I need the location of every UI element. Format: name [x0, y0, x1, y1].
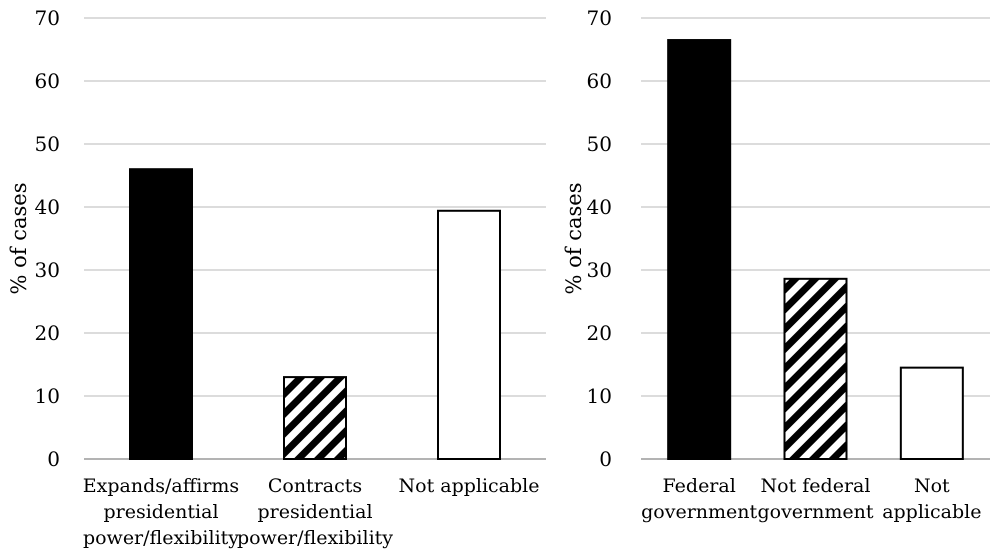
y-tick-label: 70 [35, 6, 60, 30]
y-tick-label: 30 [587, 258, 612, 282]
category-label: presidential [103, 501, 218, 523]
bar [283, 376, 347, 461]
category-label: Federal [663, 475, 736, 497]
y-tick-label: 20 [35, 321, 60, 345]
category-label: government [757, 501, 873, 523]
bar [129, 168, 193, 460]
y-tick-label: 50 [35, 132, 60, 156]
category-label: power/flexibility [83, 527, 239, 549]
category-label: Expands/affirms [83, 475, 239, 497]
y-tick-label: 10 [587, 384, 612, 408]
category-label: government [641, 501, 757, 523]
y-tick-label: 0 [47, 447, 60, 471]
y-tick-label: 40 [587, 195, 612, 219]
y-tick-label: 50 [587, 132, 612, 156]
y-tick-label: 60 [587, 69, 612, 93]
category-label: power/flexibility [237, 527, 393, 549]
y-axis-label: % of cases [562, 183, 586, 295]
bar [899, 366, 964, 460]
category-label: presidential [257, 501, 372, 523]
category-label: Not [914, 475, 950, 497]
category-label: Not federal [761, 475, 871, 497]
y-tick-label: 70 [587, 6, 612, 30]
bar [437, 209, 501, 460]
category-label: Not applicable [399, 475, 540, 497]
y-axis-label: % of cases [7, 183, 31, 295]
bar [667, 39, 732, 461]
chart-1: 0 10 20 30 40 50 60 70 % of cases Expands/affirms… [7, 6, 546, 549]
category-label: applicable [882, 501, 981, 523]
y-tick-label: 30 [35, 258, 60, 282]
chart-2: 0 10 20 30 40 50 60 70 % of cases Federal governme… [562, 6, 990, 523]
y-tick-label: 0 [599, 447, 612, 471]
category-label: Contracts [268, 475, 362, 497]
y-tick-label: 20 [587, 321, 612, 345]
y-tick-label: 40 [35, 195, 60, 219]
bar [783, 277, 848, 460]
y-tick-label: 10 [35, 384, 60, 408]
y-tick-label: 60 [35, 69, 60, 93]
